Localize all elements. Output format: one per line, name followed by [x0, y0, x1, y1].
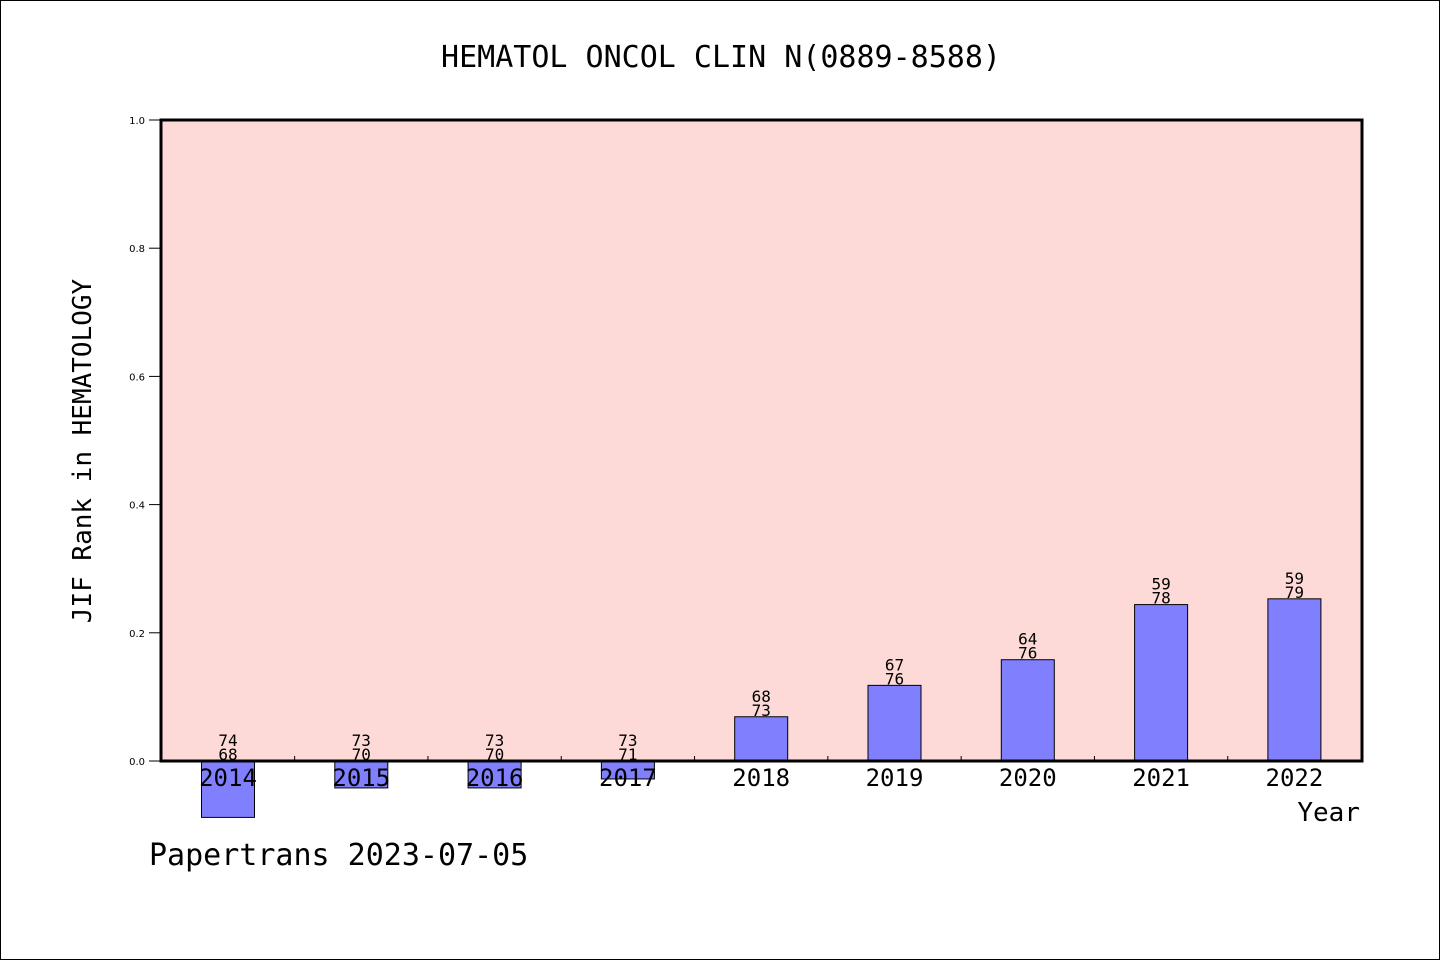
bar-label-bottom: 76 [1018, 644, 1037, 663]
bar [734, 716, 789, 762]
bar-label-bottom: 76 [885, 669, 904, 688]
bar [467, 760, 522, 789]
chart-title: HEMATOL ONCOL CLIN N(0889-8588) [441, 40, 1001, 75]
bar [334, 760, 389, 789]
bar-label-top: 67 [885, 655, 904, 674]
x-tick-label: 2015 [332, 764, 390, 792]
bar-series [201, 598, 1322, 818]
bar-label-top: 59 [1285, 569, 1304, 588]
y-tick-label: 1.0 [129, 116, 145, 127]
x-tick-label: 2014 [199, 764, 257, 792]
bar [201, 760, 255, 818]
bar-label-top: 73 [485, 731, 504, 750]
y-axis-ticks: 0.0 0.2 0.4 0.6 0.8 1.0 [129, 116, 161, 768]
x-tick-label: 2018 [732, 764, 790, 792]
bar-label-top: 59 [1151, 575, 1170, 594]
bar [1267, 598, 1322, 762]
y-tick-label: 0.4 [129, 501, 145, 512]
x-axis-label: Year [1297, 798, 1360, 828]
y-tick-label: 0.6 [129, 372, 145, 383]
bar-label-bottom: 70 [485, 745, 504, 764]
bar [1134, 604, 1189, 762]
bar-label-bottom: 79 [1285, 583, 1304, 602]
bar [867, 684, 922, 762]
bar-label-bottom: 71 [618, 745, 637, 764]
bar-label-top: 74 [218, 731, 237, 750]
y-axis-label: JIF Rank in HEMATOLOGY [68, 278, 98, 623]
bar-label-bottom: 73 [752, 701, 771, 720]
y-tick-label: 0.8 [129, 244, 145, 255]
bar-label-bottom: 68 [218, 745, 237, 764]
x-tick-label: 2016 [466, 764, 524, 792]
y-tick-label: 0.0 [129, 757, 145, 768]
x-tick-label: 2022 [1266, 764, 1324, 792]
bar [1000, 659, 1055, 762]
plot-frame [159, 118, 1364, 763]
bar-label-top: 73 [352, 731, 371, 750]
bar-label-top: 73 [618, 731, 637, 750]
x-tick-label: 2019 [866, 764, 924, 792]
footer-source: Papertrans 2023-07-05 [149, 838, 528, 873]
x-tick-label: 2020 [999, 764, 1057, 792]
x-tick-label: 2021 [1132, 764, 1190, 792]
bar-label-top: 68 [752, 687, 771, 706]
x-tick-label: 2017 [599, 764, 657, 792]
bar-label-bottom: 70 [352, 745, 371, 764]
y-tick-label: 0.2 [129, 629, 145, 640]
bar-label-bottom: 78 [1151, 589, 1170, 608]
x-axis-labels: 2014 2015 2016 2017 2018 2019 2020 2021 2022 [199, 764, 1323, 792]
bar-label-top: 64 [1018, 630, 1037, 649]
